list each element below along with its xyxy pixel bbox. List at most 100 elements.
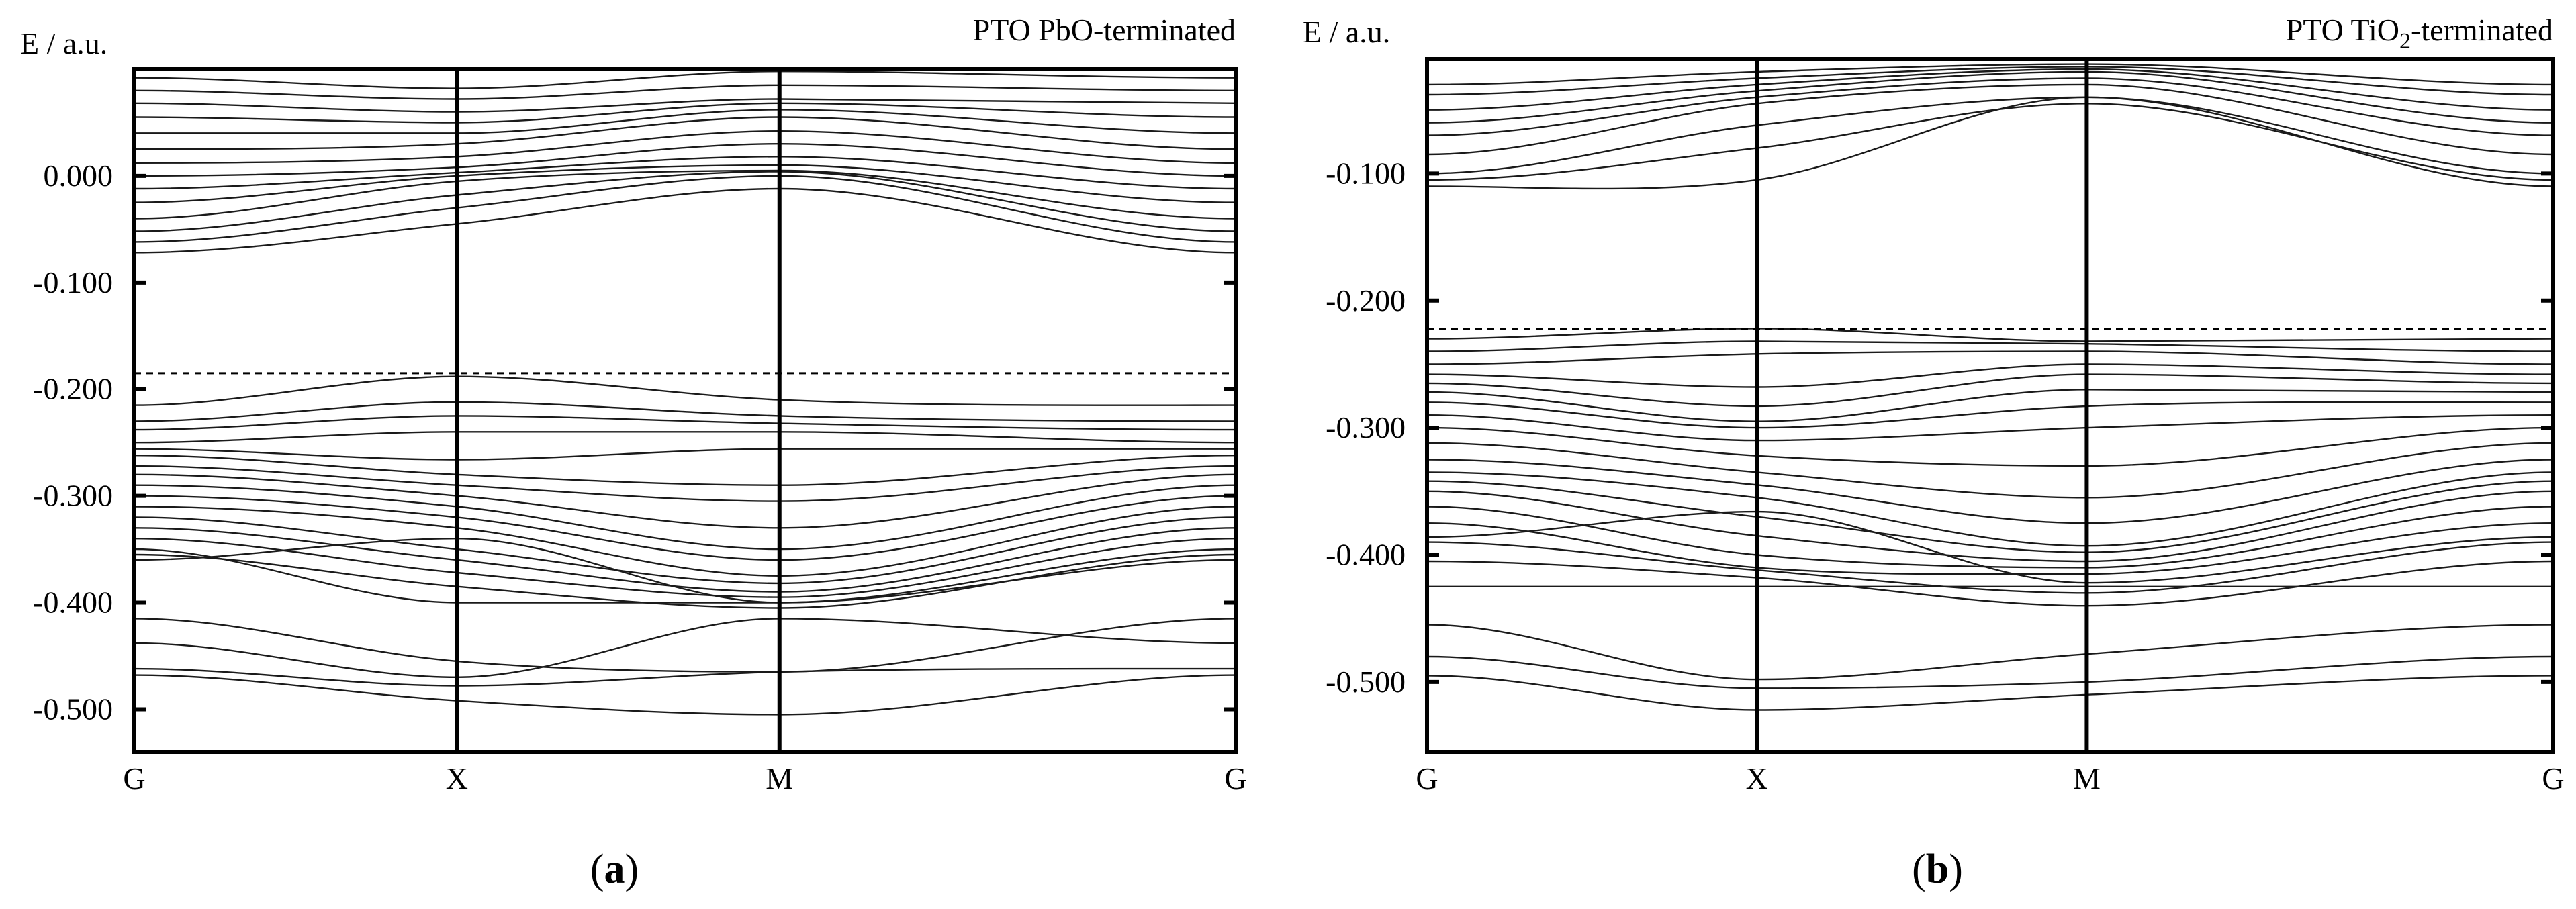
- band-line: [134, 98, 1236, 113]
- y-tick-label: -0.300: [33, 479, 113, 513]
- x-tick-label: X: [1746, 761, 1768, 796]
- band-line: [134, 448, 1236, 461]
- band-line: [1427, 373, 2553, 408]
- band-line: [1427, 63, 2553, 86]
- band-line: [134, 401, 1236, 422]
- band-line: [134, 674, 1236, 716]
- plot-frame-b: [1425, 57, 2555, 754]
- band-line: [1427, 506, 2553, 569]
- band-line: [134, 175, 1236, 243]
- x-tick-label: X: [446, 761, 468, 796]
- band-line: [134, 109, 1236, 134]
- x-tick-label: G: [2542, 761, 2564, 796]
- band-line: [134, 116, 1236, 150]
- band-line: [134, 375, 1236, 406]
- y-tick-label: 0.000: [44, 158, 113, 193]
- band-line: [134, 415, 1236, 431]
- band-line: [134, 465, 1236, 502]
- band-line: [1427, 83, 2553, 156]
- band-line: [134, 164, 1236, 203]
- band-line: [134, 102, 1236, 124]
- caption-b: (b): [1912, 847, 1963, 892]
- x-tick-label: G: [1416, 761, 1438, 796]
- band-line: [1427, 70, 2553, 124]
- y-tick-label: -0.300: [1326, 410, 1406, 444]
- band-line: [134, 618, 1236, 673]
- band-line: [134, 484, 1236, 551]
- y-tick-label: -0.400: [33, 585, 113, 620]
- band-line: [134, 527, 1236, 593]
- band-line: [1427, 68, 2553, 111]
- band-line: [1427, 459, 2553, 524]
- band-line: [134, 187, 1236, 254]
- y-tick-label: -0.500: [33, 691, 113, 726]
- band-line: [134, 516, 1236, 585]
- band-line: [1427, 510, 2553, 584]
- band-line: [134, 156, 1236, 190]
- band-line: [1427, 442, 2553, 499]
- band-line: [1427, 490, 2553, 563]
- band-line: [1427, 560, 2553, 607]
- band-line: [1427, 66, 2553, 96]
- y-tick-label: -0.200: [1326, 283, 1406, 318]
- band-line: [1427, 96, 2553, 175]
- band-line: [1427, 655, 2553, 689]
- band-line: [134, 667, 1236, 687]
- band-line: [134, 506, 1236, 577]
- band-line: [1427, 541, 2553, 594]
- band-line: [1427, 414, 2553, 442]
- bands-a: [134, 70, 1236, 716]
- band-line: [1427, 328, 2553, 342]
- y-tick-label: -0.400: [1326, 537, 1406, 571]
- band-line: [134, 169, 1236, 220]
- y-tick-label: -0.500: [1326, 665, 1406, 699]
- band-line: [134, 142, 1236, 177]
- caption-a: (a): [590, 847, 639, 892]
- band-line: [134, 431, 1236, 444]
- chart-title-b: PTO TiO2-terminated: [2286, 13, 2553, 54]
- chart-title-a: PTO PbO-terminated: [973, 13, 1236, 47]
- band-line: [1427, 522, 2553, 575]
- band-line: [134, 84, 1236, 100]
- band-line: [134, 538, 1236, 598]
- y-axis-label-b: E / a.u.: [1303, 15, 1390, 49]
- band-line: [1427, 350, 2553, 365]
- band-line: [1427, 363, 2553, 388]
- band-line: [1427, 480, 2553, 553]
- k-point-lines-b: [1755, 59, 2089, 752]
- band-line: [134, 548, 1236, 604]
- x-tick-label: G: [1224, 761, 1246, 796]
- x-tick-label: M: [766, 761, 793, 796]
- band-line: [134, 70, 1236, 89]
- y-tick-label: -0.100: [1326, 156, 1406, 190]
- y-ticks-b: -0.100 -0.200 -0.300 -0.400 -0.500: [1326, 156, 2553, 699]
- band-line: [1427, 401, 2553, 429]
- band-line: [134, 495, 1236, 561]
- band-line: [134, 553, 1236, 609]
- band-line: [134, 454, 1236, 486]
- plot-frame-a: [132, 67, 1238, 754]
- y-tick-label: -0.100: [33, 265, 113, 299]
- band-line: [1427, 96, 2553, 190]
- y-tick-label: -0.200: [33, 372, 113, 406]
- y-ticks-a: 0.000 -0.100 -0.200 -0.300 -0.400 -0.500: [33, 158, 1236, 726]
- band-line: [1427, 675, 2553, 711]
- band-line: [134, 537, 1236, 604]
- band-line: [1427, 426, 2553, 467]
- panel-a-pbo-terminated: E / a.u. PTO PbO-terminated 0.000 -0.100 -…: [20, 13, 1247, 892]
- band-line: [1427, 624, 2553, 681]
- bands-b: [1427, 63, 2553, 711]
- band-line: [134, 130, 1236, 164]
- band-line: [1427, 471, 2553, 547]
- band-line: [1427, 103, 2553, 181]
- x-tick-label: M: [2073, 761, 2101, 796]
- band-line: [1427, 77, 2553, 136]
- k-point-lines-a: [455, 69, 782, 752]
- band-line: [134, 618, 1236, 679]
- band-line: [1427, 389, 2553, 422]
- band-line: [1427, 340, 2553, 352]
- band-line: [134, 473, 1236, 529]
